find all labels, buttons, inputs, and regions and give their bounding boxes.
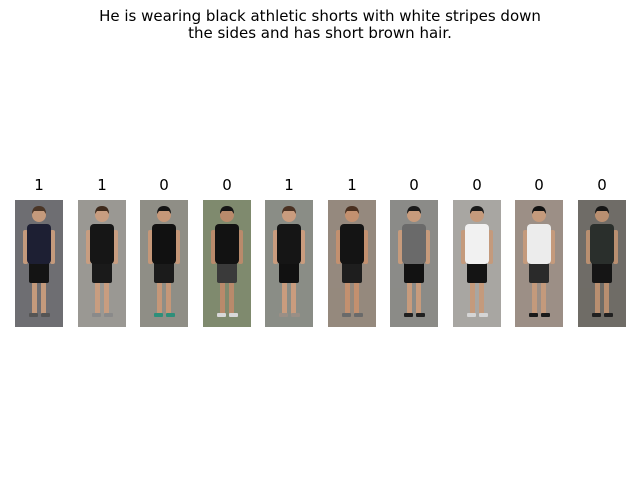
person-crop-3	[140, 200, 188, 327]
caption-line-1: He is wearing black athletic shorts with…	[99, 7, 541, 25]
match-label-9: 0	[534, 176, 544, 194]
result-cell-8: 0	[453, 176, 501, 327]
query-caption: He is wearing black athletic shorts with…	[0, 8, 640, 42]
person-crop-5	[265, 200, 313, 327]
person-crop-10	[578, 200, 626, 327]
person-crop-1	[15, 200, 63, 327]
match-label-7: 0	[409, 176, 419, 194]
result-cell-5: 1	[265, 176, 313, 327]
match-label-8: 0	[472, 176, 482, 194]
result-cell-1: 1	[15, 176, 63, 327]
result-cell-3: 0	[140, 176, 188, 327]
person-crop-6	[328, 200, 376, 327]
match-label-5: 1	[284, 176, 294, 194]
match-label-6: 1	[347, 176, 357, 194]
person-crop-4	[203, 200, 251, 327]
result-cell-6: 1	[328, 176, 376, 327]
result-cell-7: 0	[390, 176, 438, 327]
result-cell-2: 1	[78, 176, 126, 327]
person-crop-8	[453, 200, 501, 327]
person-crop-9	[515, 200, 563, 327]
result-cell-9: 0	[515, 176, 563, 327]
result-cell-4: 0	[203, 176, 251, 327]
match-label-3: 0	[159, 176, 169, 194]
match-label-4: 0	[222, 176, 232, 194]
match-label-10: 0	[597, 176, 607, 194]
match-label-2: 1	[97, 176, 107, 194]
person-crop-2	[78, 200, 126, 327]
caption-line-2: the sides and has short brown hair.	[188, 24, 452, 42]
result-cell-10: 0	[578, 176, 626, 327]
person-crop-7	[390, 200, 438, 327]
match-label-1: 1	[34, 176, 44, 194]
